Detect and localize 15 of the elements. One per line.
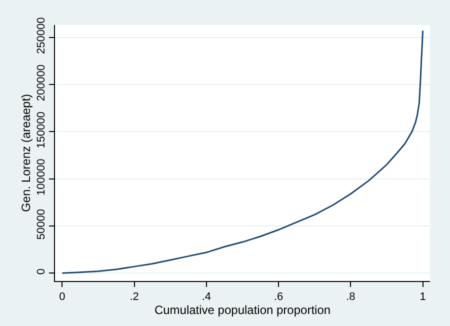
y-tick-label: 150000 — [36, 112, 48, 148]
line-series — [61, 30, 424, 274]
y-tick-label: 50000 — [36, 209, 48, 240]
y-axis-title: Gen. Lorenz (areaept) — [18, 94, 33, 212]
x-axis-title: Cumulative population proportion — [154, 303, 331, 318]
x-tick-label: .4 — [202, 291, 212, 304]
y-tick-label: 200000 — [36, 64, 48, 102]
x-tick-label: .6 — [274, 291, 284, 304]
y-tick-label: 0 — [36, 268, 48, 275]
x-tick-label: 0 — [59, 291, 66, 304]
x-tick-label: .8 — [346, 291, 356, 304]
x-tick-label: 1 — [420, 291, 426, 304]
x-tick-label: .2 — [130, 291, 139, 304]
y-tick-label: 100000 — [36, 158, 48, 196]
y-tick-label: 250000 — [36, 17, 48, 54]
